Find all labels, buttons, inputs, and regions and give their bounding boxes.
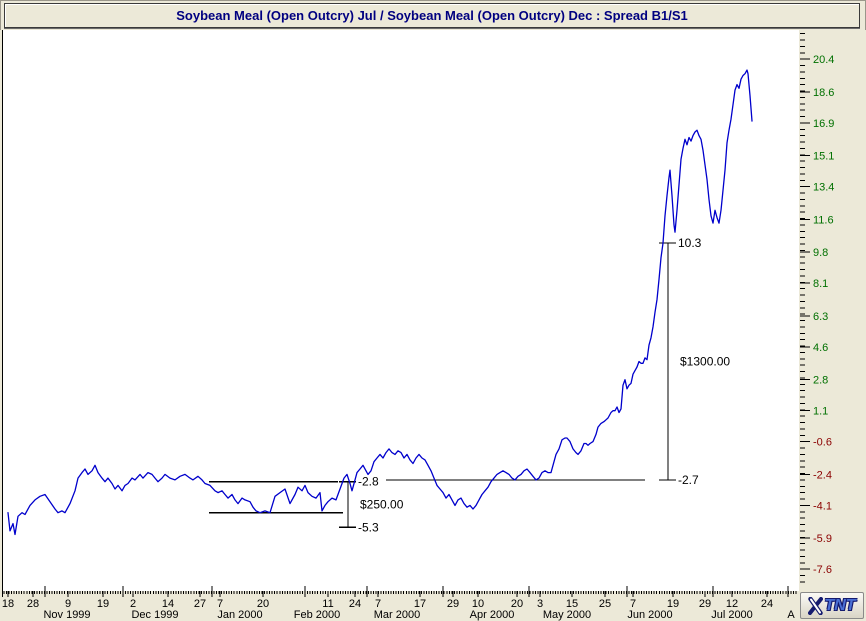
x-day-label: 17 <box>414 598 426 610</box>
x-day-label: 10 <box>472 598 484 610</box>
tnt-logo-text: TNT <box>824 596 856 614</box>
y-tick-label: 15.1 <box>813 151 834 163</box>
y-tick-label: 18.6 <box>813 87 834 99</box>
measure-top-label: -2.8 <box>358 475 379 489</box>
x-day-label: 11 <box>322 598 333 610</box>
y-tick-label: -5.9 <box>813 533 832 545</box>
y-tick-label: 20.4 <box>813 54 834 66</box>
chart-area: 20.4 18.6 16.9 15.1 13.4 11.6 9.8 8.1 6.3 4.6 2.8 1… <box>0 30 866 621</box>
x-month-label: Jul 2000 <box>711 609 753 621</box>
y-tick-label: 13.4 <box>813 182 834 194</box>
x-axis: 18 28 9 19 2 14 27 7 20 11 24 7 17 29 10 20 3 15 25 7 19 29 12… <box>2 586 797 621</box>
x-month-label: Dec 1999 <box>131 609 178 621</box>
y-tick-label: 6.3 <box>813 311 828 323</box>
x-day-label: 28 <box>27 598 39 610</box>
chart-title: Soybean Meal (Open Outcry) Jul / Soybean… <box>176 8 688 23</box>
measure-bottom-label: -5.3 <box>358 520 379 534</box>
x-day-label: 2 <box>130 598 136 610</box>
x-day-label: 14 <box>162 598 174 610</box>
x-day-label: 19 <box>97 598 109 610</box>
x-month-label: Jun 2000 <box>627 609 672 621</box>
measure-value-label: $1300.00 <box>680 355 730 369</box>
x-day-label: 7 <box>375 598 381 610</box>
plot-background <box>3 30 799 591</box>
x-day-label: 25 <box>599 598 611 610</box>
y-tick-label: -2.4 <box>813 469 832 481</box>
x-day-label: 24 <box>761 598 773 610</box>
x-month-label: May 2000 <box>543 609 591 621</box>
price-line[interactable] <box>7 69 753 536</box>
x-day-label: 20 <box>511 598 523 610</box>
y-tick-label: 4.6 <box>813 342 828 354</box>
x-day-label: 15 <box>566 598 578 610</box>
x-day-label: 12 <box>726 598 738 610</box>
y-tick-label: 16.9 <box>813 118 834 130</box>
x-month-label: Mar 2000 <box>374 609 420 621</box>
y-tick-label: 9.8 <box>813 247 828 259</box>
tnt-x-icon <box>808 596 824 615</box>
x-day-label: 29 <box>447 598 459 610</box>
measure-annotation-2[interactable]: 10.3 $1300.00 -2.7 <box>659 236 730 487</box>
x-day-label: 24 <box>349 598 361 610</box>
spread-chart[interactable]: 20.4 18.6 16.9 15.1 13.4 11.6 9.8 8.1 6.3 4.6 2.8 1… <box>0 30 866 621</box>
x-month-label: Feb 2000 <box>294 609 340 621</box>
x-day-label: 9 <box>65 598 71 610</box>
chart-title-bar: Soybean Meal (Open Outcry) Jul / Soybean… <box>4 3 860 28</box>
x-month-label: Apr 2000 <box>470 609 515 621</box>
y-tick-label: 2.8 <box>813 375 828 387</box>
tnt-logo[interactable]: TNT <box>800 592 864 619</box>
x-day-label: 3 <box>537 598 543 610</box>
measure-top-label: 10.3 <box>678 236 702 250</box>
y-tick-label: 11.6 <box>813 214 834 226</box>
measure-bottom-label: -2.7 <box>678 473 699 487</box>
x-day-label: 20 <box>257 598 269 610</box>
x-day-label: 27 <box>194 598 206 610</box>
measure-annotation-1[interactable]: -2.8 $250.00 -5.3 <box>339 475 404 535</box>
x-month-label: Jan 2000 <box>217 609 262 621</box>
y-tick-label: -4.1 <box>813 500 832 512</box>
x-day-label: 29 <box>699 598 711 610</box>
y-tick-label: 8.1 <box>813 278 828 290</box>
y-axis: 20.4 18.6 16.9 15.1 13.4 11.6 9.8 8.1 6.3 4.6 2.8 1… <box>800 33 834 583</box>
x-month-label: A <box>787 609 795 621</box>
x-day-label: 7 <box>217 598 223 610</box>
x-day-label: 19 <box>667 598 679 610</box>
y-tick-label: 1.1 <box>813 406 828 418</box>
x-month-label: Nov 1999 <box>43 609 90 621</box>
y-tick-label: -7.6 <box>813 564 832 576</box>
y-tick-label: -0.6 <box>813 437 832 449</box>
x-day-label: 7 <box>630 598 636 610</box>
measure-value-label: $250.00 <box>360 497 404 511</box>
x-day-label: 18 <box>2 598 14 610</box>
